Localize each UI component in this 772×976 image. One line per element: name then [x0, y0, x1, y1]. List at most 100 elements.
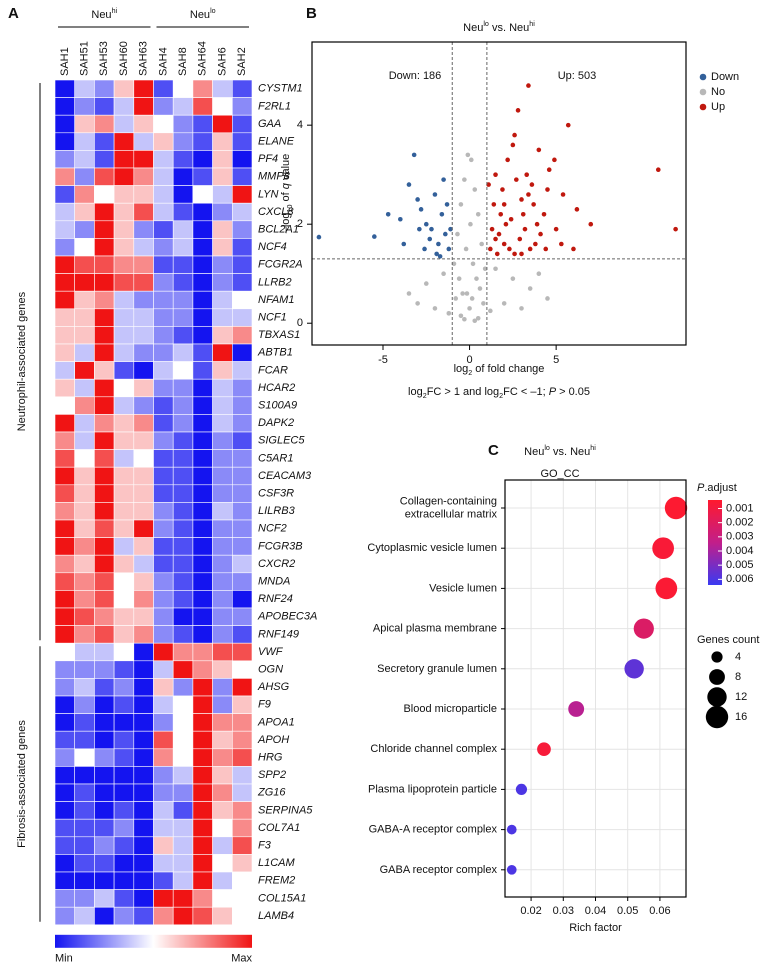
heat-cell: [172, 378, 194, 398]
heat-cell: [232, 290, 253, 310]
heat-cell: [94, 255, 115, 274]
heat-cell: [133, 713, 154, 732]
heat-cell: [192, 290, 213, 310]
heat-cell: [133, 326, 154, 345]
heat-cell: [232, 79, 253, 98]
heat-cell: [94, 871, 115, 890]
heat-cell: [113, 660, 135, 679]
heat-cell: [94, 220, 115, 239]
heat-cell: [212, 220, 233, 239]
heat-cell: [212, 889, 233, 908]
point: [441, 177, 446, 182]
heat-cell: [133, 308, 154, 327]
heat-cell: [153, 889, 174, 908]
heat-cell: [113, 150, 135, 169]
heat-cell: [94, 906, 115, 926]
heat-cell: [172, 783, 194, 802]
x-tick-label: 0.06: [649, 905, 670, 917]
point: [545, 296, 550, 301]
text-line: extracellular matrix: [405, 508, 498, 520]
heat-cell: [94, 466, 115, 486]
text-line: Cytoplasmic vesicle lumen: [367, 542, 497, 554]
heat-cell: [192, 449, 213, 468]
heat-cell: [54, 167, 76, 186]
heat-cell: [232, 607, 253, 626]
heat-cell: [232, 114, 253, 134]
heat-cell: [133, 783, 154, 802]
heat-cell: [212, 202, 233, 222]
point: [507, 246, 512, 252]
heat-cell: [232, 255, 253, 274]
point: [441, 271, 446, 277]
heat-cell: [133, 801, 154, 820]
heat-cell: [54, 889, 76, 908]
point: [432, 306, 438, 311]
heat-cell: [232, 695, 253, 714]
point: [488, 308, 493, 314]
heat-cell: [94, 554, 115, 574]
heat-cell: [133, 79, 154, 98]
heat-cell: [74, 185, 95, 204]
heat-cell: [74, 273, 95, 292]
heat-cell: [232, 361, 253, 380]
column-label: SAH64: [197, 41, 209, 76]
heat-cell: [113, 502, 135, 521]
heat-cell: [212, 730, 233, 750]
heat-cell: [232, 414, 253, 433]
heat-cell: [133, 554, 154, 574]
heat-cell: [232, 572, 253, 591]
heat-cell: [172, 273, 194, 292]
heat-cell: [74, 766, 95, 785]
heat-cell: [232, 625, 253, 644]
text-part: Neu: [91, 9, 111, 21]
column-label: SAH63: [138, 41, 150, 76]
text-part: FC < –1;: [503, 386, 549, 398]
heat-cell: [94, 642, 115, 662]
heat-cell: [94, 854, 115, 873]
point: [423, 221, 429, 227]
heat-cell: [94, 343, 115, 362]
heat-cell: [94, 889, 115, 908]
heat-cell: [94, 132, 115, 151]
heat-cell: [133, 660, 154, 679]
heat-cell: [74, 97, 95, 116]
heat-cell: [133, 361, 154, 380]
heat-cell: [212, 466, 233, 486]
heat-cell: [232, 889, 253, 908]
row-label: COL7A1: [258, 822, 300, 834]
heat-cell: [74, 660, 95, 679]
heat-cell: [192, 766, 213, 785]
heat-cell: [153, 484, 174, 503]
heat-cell: [212, 114, 233, 134]
dot: [655, 577, 678, 600]
heat-cell: [54, 572, 76, 591]
heat-cell: [113, 132, 135, 151]
heat-cell: [133, 818, 154, 838]
heat-cell: [113, 273, 135, 292]
point: [481, 301, 486, 306]
heat-cell: [192, 713, 213, 732]
point: [526, 83, 531, 88]
point: [436, 241, 441, 247]
row-label: S100A9: [258, 400, 297, 412]
text-part: P: [697, 482, 705, 494]
heat-cell: [113, 836, 135, 855]
heat-cell: [212, 97, 233, 116]
legend-label: No: [711, 86, 725, 98]
text-part: hi: [112, 7, 118, 15]
legend-label: Down: [711, 71, 739, 83]
heat-cell: [74, 484, 95, 503]
heat-cell: [133, 607, 154, 626]
heat-cell: [133, 642, 154, 662]
heat-cell: [232, 783, 253, 802]
category-label: Collagen-containing extracellular matrix: [400, 495, 498, 520]
dot: [537, 742, 551, 757]
heat-cell: [133, 590, 154, 609]
heat-cell: [153, 255, 174, 274]
legend-marker: [699, 88, 707, 96]
size-legend-marker: [705, 705, 729, 729]
heat-cell: [172, 519, 194, 538]
point: [411, 152, 417, 158]
text-part: 2: [499, 392, 503, 400]
heat-cell: [54, 79, 76, 98]
